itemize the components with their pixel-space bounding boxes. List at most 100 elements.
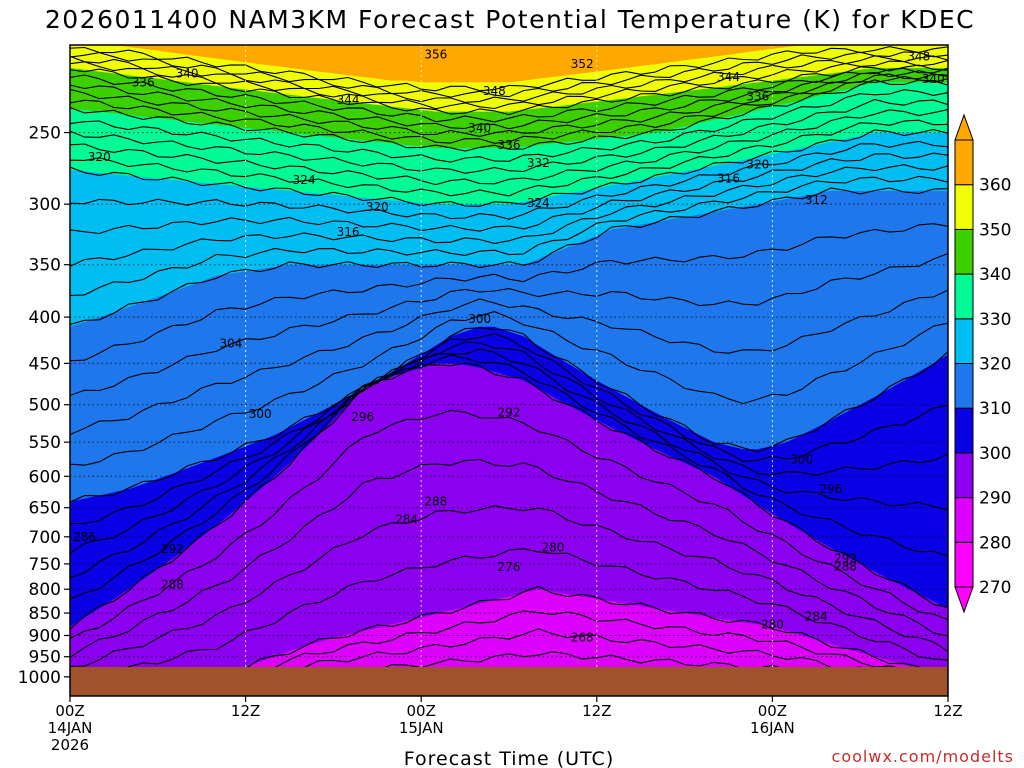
contour-label-text: 286	[73, 530, 96, 544]
x-axis-title: Forecast Time (UTC)	[404, 748, 614, 768]
contour-label-text: 348	[907, 50, 930, 64]
contour-line-330	[70, 79, 948, 152]
contour-label-text: 336	[132, 75, 155, 89]
contour-label-text: 336	[498, 138, 521, 152]
contour-lines	[70, 46, 948, 696]
contour-label-text: 344	[337, 93, 360, 107]
colorbar-label: 340	[979, 265, 1011, 285]
contour-line-300	[70, 327, 948, 503]
contour-line-344	[70, 55, 948, 103]
contour-line-290	[70, 362, 948, 630]
contour-label: 320	[366, 200, 389, 214]
contour-label: 324	[293, 173, 316, 187]
y-tick-label: 500	[29, 396, 61, 416]
contour-line-298	[70, 333, 948, 525]
x-tick-label: 15JAN	[399, 719, 444, 737]
colorbar-label: 300	[979, 444, 1011, 464]
y-tick-label: 250	[29, 124, 61, 144]
colorbar-segment	[954, 184, 974, 230]
y-tick-label: 700	[29, 528, 61, 548]
contour-line-322	[70, 119, 948, 197]
chart-title: 2026011400 NAM3KM Forecast Potential Tem…	[45, 5, 975, 34]
contour-label-text: 276	[498, 560, 521, 574]
colorbar-segment	[954, 139, 974, 186]
y-axis: 2503003504004505005506006507007508008509…	[18, 124, 70, 688]
contour-label-text: 288	[424, 495, 447, 509]
contour-label: 296	[819, 482, 842, 496]
y-tick-label: 850	[29, 604, 61, 624]
contour-label: 336	[498, 138, 521, 152]
contour-line-314	[70, 164, 948, 267]
contour-label: 336	[132, 75, 155, 89]
ground-surface	[70, 666, 948, 696]
y-tick-label: 750	[29, 555, 61, 575]
contour-label-text: 288	[161, 577, 184, 591]
y-tick-label: 300	[29, 195, 61, 215]
contour-label-text: 340	[922, 72, 945, 86]
contour-label: 340	[468, 121, 491, 135]
contour-label: 280	[541, 540, 564, 554]
contour-label: 344	[717, 70, 740, 84]
y-tick-label: 350	[29, 256, 61, 276]
colorbar-label: 350	[979, 220, 1011, 240]
contour-line-346	[70, 51, 948, 98]
credit-text: coolwx.com/modelts	[832, 747, 1014, 766]
contour-line-312	[70, 175, 948, 297]
x-tick-label: 00Z	[407, 702, 436, 720]
contour-label: 288	[161, 577, 184, 591]
contour-label: 332	[527, 156, 550, 170]
contour-label: 352	[571, 57, 594, 71]
contour-label-text: 320	[88, 150, 111, 164]
contour-label-text: 352	[571, 57, 594, 71]
contour-line-282	[70, 548, 948, 683]
contour-label: 344	[337, 93, 360, 107]
contour-label-text: 320	[746, 157, 769, 171]
contour-label: 340	[922, 72, 945, 86]
contour-label-text: 292	[498, 405, 521, 419]
colorbar-label: 320	[979, 355, 1011, 375]
contour-line-292	[70, 354, 948, 600]
contour-label: 348	[907, 50, 930, 64]
colorbar-segment	[954, 452, 974, 499]
contour-label-text: 344	[717, 70, 740, 84]
contour-line-304	[70, 289, 948, 436]
colorbar-legend: 270 280 290 300 310 320 330 340 350 360	[954, 113, 1011, 614]
y-tick-label: 1000	[18, 668, 61, 688]
colorbar-label: 360	[979, 176, 1011, 196]
contour-label: 292	[834, 552, 857, 566]
contour-line-324	[70, 108, 948, 186]
contour-label-text: 356	[424, 48, 447, 62]
contour-line-342	[70, 59, 948, 110]
x-tick-label: 00Z	[55, 702, 84, 720]
contour-line-328	[70, 89, 948, 163]
contour-label-text: 320	[366, 200, 389, 214]
x-tick-label: 2026	[51, 736, 89, 754]
x-tick-label: 12Z	[231, 702, 260, 720]
colorbar-bottom-arrow	[954, 586, 974, 614]
plot-area: 356 352 348 348 344 340 344 340 336 336 340 336 332 3…	[70, 45, 948, 696]
contour-label-text: 280	[541, 540, 564, 554]
contour-label: 300	[790, 453, 813, 467]
contour-line-334	[70, 73, 948, 137]
contour-label: 324	[527, 196, 550, 210]
band-fill-350	[70, 45, 948, 83]
colorbar-segment	[954, 363, 974, 409]
contour-label: 304	[220, 337, 243, 351]
contour-label-text: 280	[761, 617, 784, 631]
contour-label-text: 340	[176, 66, 199, 80]
contour-line-308	[70, 223, 948, 362]
contour-label-text: 336	[746, 89, 769, 103]
contour-label: 292	[498, 405, 521, 419]
contour-line-284	[70, 505, 948, 667]
x-tick-label: 16JAN	[750, 719, 795, 737]
x-tick-label: 14JAN	[48, 719, 93, 737]
contour-label-text: 300	[468, 312, 491, 326]
contour-label: 316	[337, 225, 360, 239]
contour-label: 356	[424, 48, 447, 62]
colorbar-label: 270	[979, 578, 1011, 598]
contour-label-text: 316	[337, 225, 360, 239]
contour-label: 340	[176, 66, 199, 80]
y-tick-label: 800	[29, 580, 61, 600]
